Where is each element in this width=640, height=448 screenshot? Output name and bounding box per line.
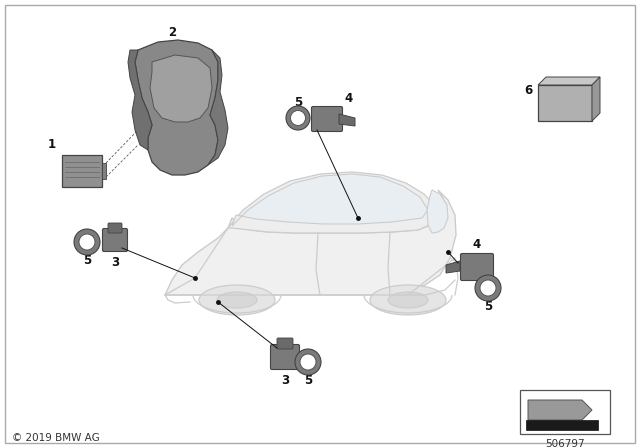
FancyBboxPatch shape [62,155,102,187]
Polygon shape [165,190,456,295]
Polygon shape [208,50,228,165]
Ellipse shape [217,292,257,308]
Ellipse shape [199,285,275,315]
Polygon shape [538,77,600,85]
Polygon shape [446,261,460,273]
Polygon shape [228,172,440,233]
FancyBboxPatch shape [108,223,122,233]
Circle shape [74,229,100,255]
Bar [526,420,598,430]
Circle shape [295,349,321,375]
Ellipse shape [388,292,428,308]
Text: 1: 1 [48,138,56,151]
FancyBboxPatch shape [271,345,300,370]
Text: 2: 2 [168,26,176,39]
Text: 4: 4 [473,238,481,251]
Circle shape [480,280,496,296]
FancyBboxPatch shape [461,254,493,280]
Text: 5: 5 [294,95,302,108]
Polygon shape [135,40,218,175]
Circle shape [79,234,95,250]
FancyBboxPatch shape [538,85,592,121]
Text: © 2019 BMW AG: © 2019 BMW AG [12,433,100,443]
Polygon shape [128,50,152,150]
Text: 5: 5 [83,254,91,267]
Text: 6: 6 [524,83,532,96]
Ellipse shape [370,285,446,315]
Polygon shape [232,174,428,226]
Circle shape [291,111,305,125]
FancyBboxPatch shape [312,107,342,132]
Text: 5: 5 [484,300,492,313]
Text: 5: 5 [304,374,312,387]
FancyBboxPatch shape [277,338,293,349]
Text: 4: 4 [345,91,353,104]
Circle shape [286,106,310,130]
Polygon shape [427,190,448,233]
Text: 3: 3 [281,374,289,387]
Text: 506797: 506797 [545,439,585,448]
Circle shape [300,354,316,370]
Polygon shape [528,400,592,420]
FancyBboxPatch shape [102,228,127,251]
Bar [520,390,610,434]
Polygon shape [339,114,355,126]
Polygon shape [592,77,600,121]
Circle shape [475,275,501,301]
FancyBboxPatch shape [102,163,106,179]
Text: 3: 3 [111,255,119,268]
Polygon shape [150,55,212,122]
